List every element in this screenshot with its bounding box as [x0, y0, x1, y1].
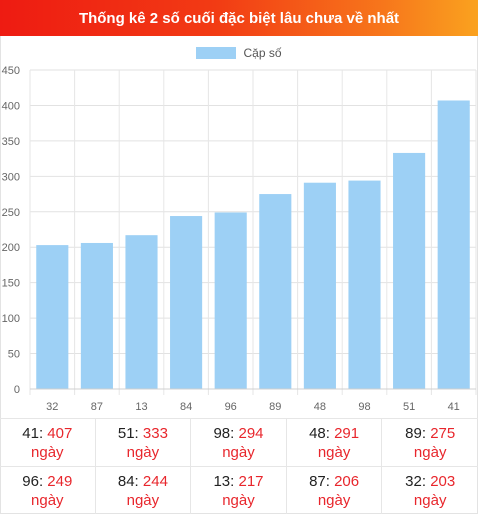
- cell-number: 98: [213, 424, 231, 442]
- legend-swatch: [196, 47, 237, 59]
- cell-number: 13: [213, 472, 231, 490]
- cell-count: 217: [238, 472, 264, 490]
- cell-count: 249: [47, 472, 73, 490]
- x-tick-label: 84: [180, 401, 192, 413]
- bar: [36, 245, 69, 389]
- bar: [214, 212, 247, 389]
- cell-count: 203: [430, 472, 456, 490]
- bar: [393, 152, 426, 389]
- bar: [303, 182, 336, 389]
- chart-legend[interactable]: Cặp số: [0, 44, 478, 62]
- x-tick-label: 48: [314, 401, 326, 413]
- cell-unit: ngày: [413, 491, 447, 509]
- table-cell: 48: 291 ngày: [286, 418, 383, 466]
- bar: [80, 242, 113, 389]
- cell-number: 48: [309, 424, 326, 442]
- y-tick-label: 0: [14, 384, 20, 396]
- page-title: Thống kê 2 số cuối đặc biệt lâu chưa về …: [0, 0, 478, 36]
- cell-unit: ngày: [413, 443, 447, 461]
- cell-number: 89: [405, 424, 422, 442]
- bar: [170, 216, 203, 389]
- cell-unit: ngày: [222, 443, 255, 461]
- cell-number: 41: [22, 424, 39, 442]
- stats-table: 41: 407 ngày 51: 333 ngày 98: 294 ngày 4…: [0, 418, 478, 514]
- table-cell: 98: 294 ngày: [191, 418, 287, 466]
- cell-unit: ngày: [31, 491, 64, 509]
- y-tick-label: 100: [2, 313, 20, 325]
- bar: [348, 180, 381, 389]
- cell-count: 291: [334, 424, 360, 442]
- y-tick-label: 50: [8, 349, 20, 361]
- legend-label: Cặp số: [243, 46, 282, 60]
- cell-unit: ngày: [317, 443, 351, 461]
- x-tick-label: 32: [46, 401, 58, 413]
- cell-number: 51: [117, 424, 135, 442]
- x-tick-label: 98: [358, 401, 370, 413]
- bar: [125, 235, 158, 389]
- x-tick-label: 89: [269, 401, 281, 413]
- cell-number: 87: [309, 472, 326, 490]
- bar: [259, 194, 292, 389]
- cell-count: 407: [47, 424, 73, 442]
- table-cell: 96: 249 ngày: [0, 466, 96, 514]
- cell-count: 275: [430, 424, 456, 442]
- y-tick-label: 150: [2, 278, 20, 290]
- y-tick-label: 200: [2, 242, 20, 254]
- table-cell: 87: 206 ngày: [286, 466, 383, 514]
- table-cell: 51: 333 ngày: [95, 418, 192, 466]
- table-cell: 32: 203 ngày: [382, 466, 478, 514]
- page-title-text: Thống kê 2 số cuối đặc biệt lâu chưa về …: [78, 9, 400, 27]
- table-cell: 41: 407 ngày: [0, 418, 96, 466]
- x-tick-label: 51: [403, 401, 415, 413]
- x-tick-label: 41: [448, 401, 460, 413]
- y-tick-label: 450: [2, 65, 20, 77]
- cell-unit: ngày: [222, 491, 255, 509]
- cell-number: 84: [117, 472, 135, 490]
- table-cell: 84: 244 ngày: [95, 466, 192, 514]
- cell-count: 206: [334, 472, 360, 490]
- cell-count: 294: [238, 424, 264, 442]
- table-cell: 89: 275 ngày: [382, 418, 478, 466]
- x-tick-label: 96: [225, 401, 237, 413]
- cell-unit: ngày: [31, 443, 64, 461]
- y-tick-label: 300: [2, 171, 20, 183]
- x-tick-label: 13: [135, 401, 147, 413]
- bar: [437, 100, 470, 389]
- cell-number: 96: [22, 472, 39, 490]
- cell-unit: ngày: [126, 443, 160, 461]
- cell-unit: ngày: [126, 491, 160, 509]
- table-cell: 13: 217 ngày: [191, 466, 287, 514]
- cell-number: 32: [405, 472, 422, 490]
- cell-unit: ngày: [317, 491, 351, 509]
- y-tick-label: 350: [2, 136, 20, 148]
- cell-count: 333: [142, 424, 168, 442]
- cell-count: 244: [142, 472, 168, 490]
- bar-chart: 0 50 100 150 200 250 300 350 400 450 32 87 13 84 96 89 4…: [2, 65, 477, 413]
- x-tick-label: 87: [91, 401, 103, 413]
- y-tick-label: 250: [2, 207, 20, 219]
- y-tick-label: 400: [2, 100, 20, 112]
